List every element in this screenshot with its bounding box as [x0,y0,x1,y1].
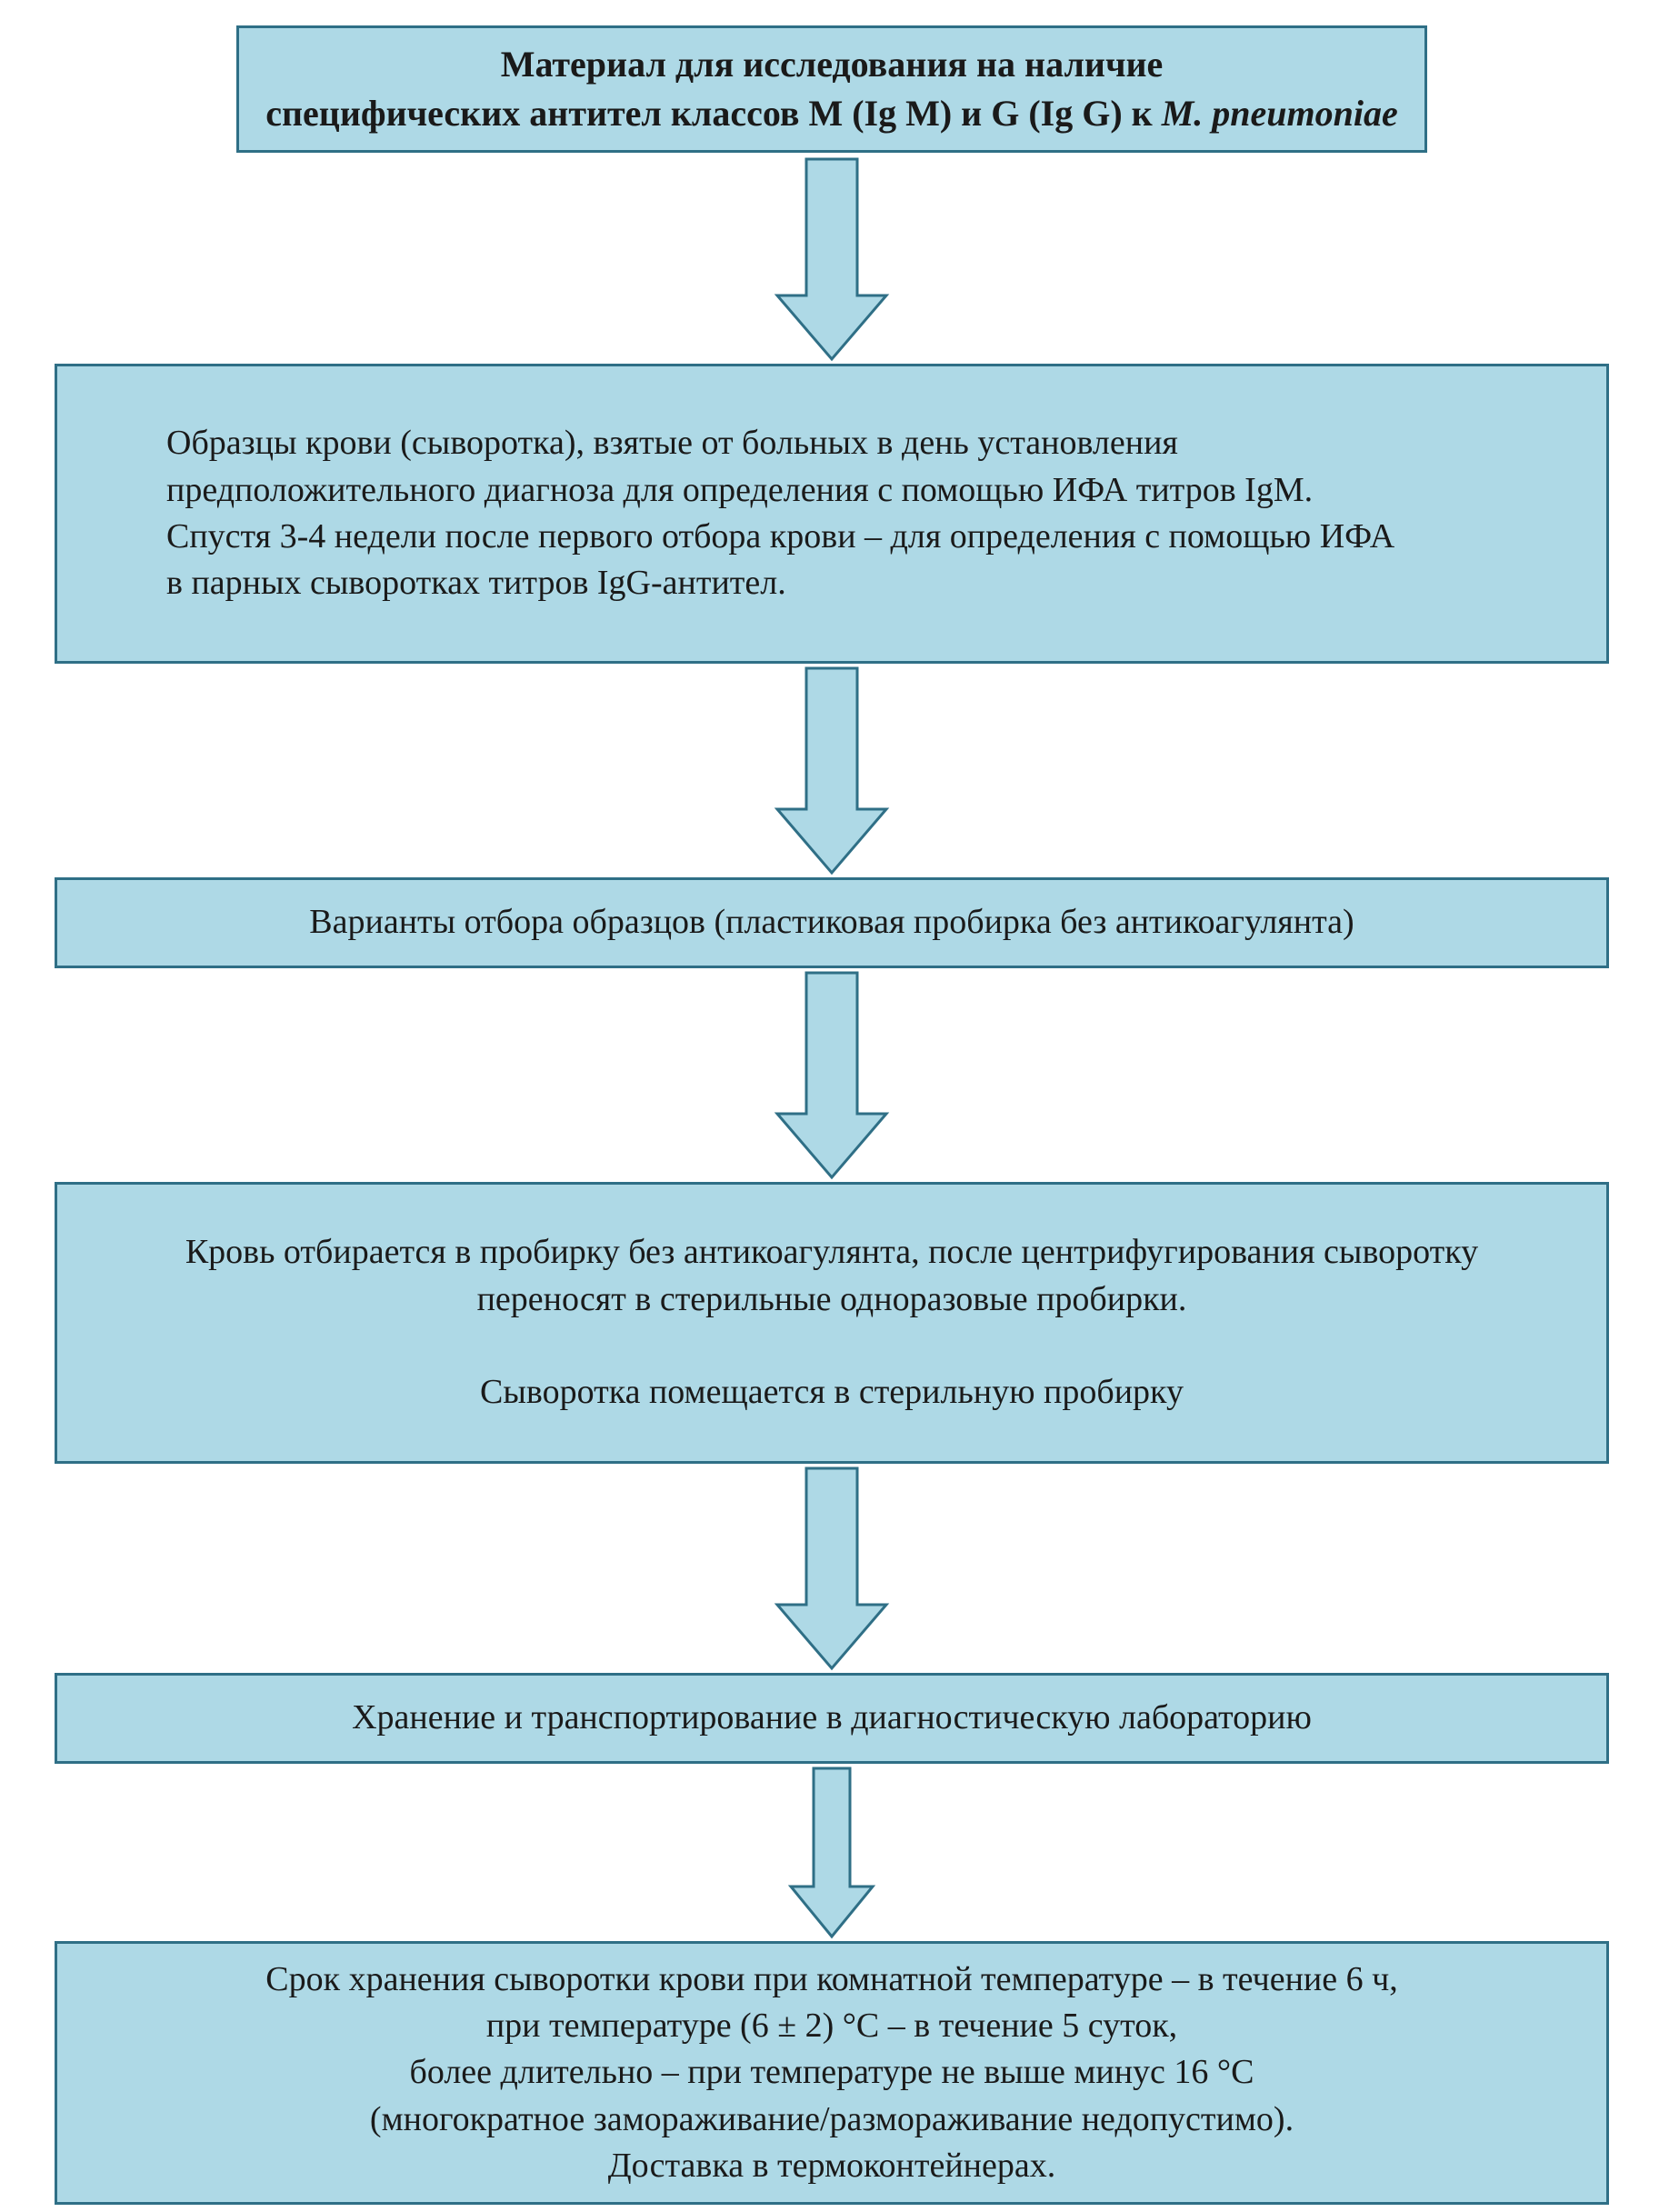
flowchart-node-n1: Материал для исследования на наличие спец… [236,25,1427,153]
text-line: (многократное замораживание/размораживан… [75,2097,1588,2143]
text-line: переносят в стерильные одноразовые проби… [75,1276,1588,1323]
flowchart-node-n3: Варианты отбора образцов (пластиковая пр… [55,877,1609,968]
node-text: Срок хранения сыворотки крови при комнат… [57,1957,1606,2189]
text-line: Хранение и транспортирование в диагности… [75,1695,1588,1741]
text-segment: Доставка в термоконтейнерах. [608,2147,1056,2185]
text-segment: Срок хранения сыворотки крови при комнат… [265,1960,1397,1998]
text-segment: переносят в стерильные одноразовые проби… [477,1280,1187,1318]
text-line: более длительно – при температуре не выш… [75,2049,1588,2096]
arrow-down-a3 [777,973,886,1177]
text-segment: Спустя 3-4 недели после первого отбора к… [166,517,1394,556]
arrow-down-a1 [777,159,886,359]
text-segment: Варианты отбора образцов (пластиковая пр… [309,903,1354,941]
node-text: Варианты отбора образцов (пластиковая пр… [57,899,1606,946]
text-segment: специфических антител классов M (Ig M) и… [265,93,1161,134]
text-line: в парных сыворотках титров IgG-антител. [166,560,1579,606]
arrows-layer [0,0,1669,2212]
text-line: Спустя 3-4 недели после первого отбора к… [166,514,1579,560]
text-line: Доставка в термоконтейнерах. [75,2143,1588,2189]
text-line: Материал для исследования на наличие [257,40,1406,89]
flowchart-node-n5: Хранение и транспортирование в диагности… [55,1673,1609,1764]
node-text: Хранение и транспортирование в диагности… [57,1695,1606,1741]
text-line: Срок хранения сыворотки крови при комнат… [75,1957,1588,2003]
text-line: Сыворотка помещается в стерильную пробир… [75,1369,1588,1416]
node-text: Кровь отбирается в пробирку без антикоаг… [57,1229,1606,1416]
arrow-down-a4 [777,1468,886,1668]
flowchart-node-n2: Образцы крови (сыворотка), взятые от бол… [55,364,1609,664]
text-segment: более длительно – при температуре не выш… [410,2053,1254,2091]
text-segment: предположительного диагноза для определе… [166,471,1313,509]
arrow-down-a2 [777,668,886,873]
flowchart-node-n6: Срок хранения сыворотки крови при комнат… [55,1941,1609,2205]
arrow-down-a5 [791,1768,873,1937]
text-line: предположительного диагноза для определе… [166,467,1579,514]
node-text: Образцы крови (сыворотка), взятые от бол… [57,420,1606,606]
text-line: Образцы крови (сыворотка), взятые от бол… [166,420,1579,466]
node-text: Материал для исследования на наличие спец… [239,40,1424,138]
text-segment: Хранение и транспортирование в диагности… [352,1698,1312,1737]
text-line: Варианты отбора образцов (пластиковая пр… [75,899,1588,946]
text-segment: при температуре (6 ± 2) °C – в течение 5… [486,2007,1177,2045]
text-line [75,1323,1588,1369]
flowchart-node-n4: Кровь отбирается в пробирку без антикоаг… [55,1182,1609,1464]
text-segment: (многократное замораживание/размораживан… [370,2100,1294,2138]
text-segment: M. pneumoniae [1162,93,1398,134]
text-segment: Кровь отбирается в пробирку без антикоаг… [185,1233,1478,1271]
text-segment: Материал для исследования на наличие [501,44,1164,85]
flowchart-page: Материал для исследования на наличие спец… [0,0,1669,2212]
text-segment: в парных сыворотках титров IgG-антител. [166,564,786,602]
text-segment: Образцы крови (сыворотка), взятые от бол… [166,424,1178,462]
text-line: при температуре (6 ± 2) °C – в течение 5… [75,2003,1588,2049]
text-line: Кровь отбирается в пробирку без антикоаг… [75,1229,1588,1276]
text-segment: Сыворотка помещается в стерильную пробир… [480,1373,1184,1411]
text-line: специфических антител классов M (Ig M) и… [257,89,1406,138]
